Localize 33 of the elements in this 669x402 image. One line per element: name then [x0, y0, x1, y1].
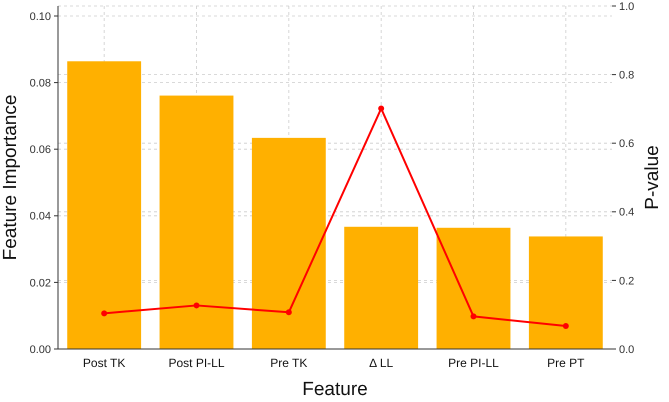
point	[562, 323, 569, 330]
y-axis-title: Feature Importance	[0, 94, 21, 260]
point	[194, 302, 200, 308]
y2-tick-label: 0.6	[619, 138, 634, 150]
y-tick-label: 0.10	[30, 10, 51, 23]
y2-tick-label: 0.8	[619, 69, 634, 82]
point	[101, 310, 108, 316]
x-tick-label: Pre PT	[547, 356, 586, 370]
y-tick-label: 0.08	[30, 77, 51, 90]
x-tick-label: Pre PI-LL	[448, 356, 500, 370]
x-tick-label: Post PI-LL	[168, 356, 225, 370]
y-tick-label: 0.00	[30, 344, 51, 356]
bar	[344, 226, 418, 349]
bar	[528, 236, 603, 349]
y2-tick-label: 0.0	[619, 344, 634, 356]
point	[470, 313, 476, 320]
y2-tick-label: 0.4	[619, 206, 634, 219]
x-tick-label: Pre TK	[270, 356, 308, 370]
x-axis-title: Feature	[302, 379, 368, 400]
point	[286, 309, 292, 316]
bar	[436, 228, 510, 349]
y2-tick-label: 1.0	[619, 0, 634, 13]
y2-axis-title: P-value	[642, 145, 663, 210]
bar	[252, 138, 326, 349]
bar	[160, 96, 234, 349]
y-tick-label: 0.06	[30, 144, 51, 156]
y2-tick-label: 0.2	[619, 275, 634, 288]
y-tick-label: 0.02	[30, 277, 51, 290]
y-tick-label: 0.04	[30, 210, 51, 223]
x-tick-label: Δ LL	[369, 356, 394, 370]
x-tick-label: Post TK	[82, 356, 126, 370]
bar	[67, 61, 142, 349]
point	[378, 106, 384, 112]
